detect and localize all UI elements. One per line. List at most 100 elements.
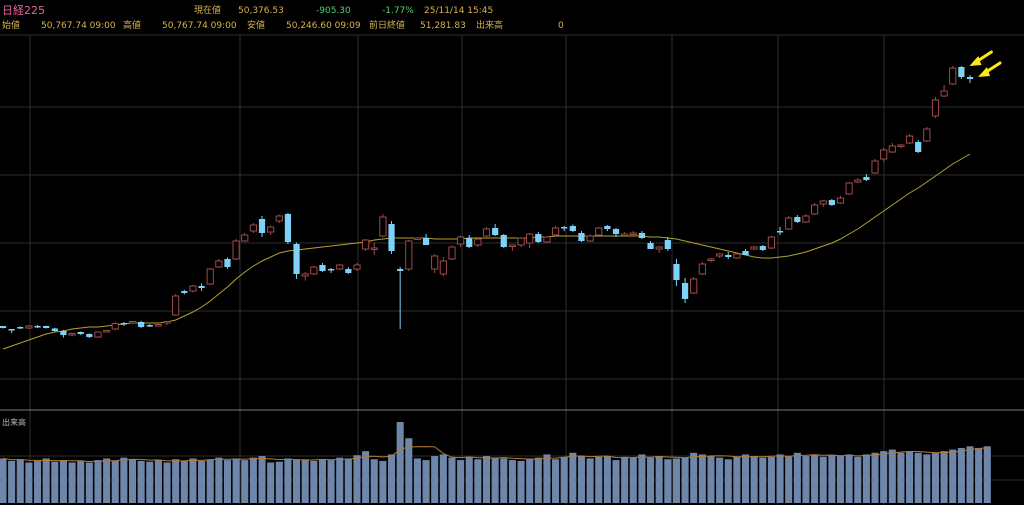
candle-body [940, 90, 948, 97]
volume-bar [500, 458, 508, 503]
candle-body [111, 322, 119, 330]
candle-body [0, 326, 7, 328]
candle [535, 232, 542, 243]
candle [25, 325, 33, 329]
volume-bar [206, 459, 214, 503]
timestamp: 25/11/14 15:45 [424, 6, 494, 16]
volume-bar [508, 460, 516, 503]
candle [163, 321, 171, 325]
volume-bar [172, 459, 180, 503]
candle-body [466, 238, 473, 247]
candle-body [353, 264, 361, 270]
candle-body [664, 240, 671, 249]
volume-bar [146, 461, 154, 503]
candle-body [854, 179, 862, 183]
candle [258, 216, 266, 237]
volume-bar [482, 456, 491, 503]
candle [319, 263, 326, 272]
volume-bar [975, 447, 983, 503]
volume-bar [301, 459, 309, 503]
candle-body [25, 325, 33, 329]
volume-bar [698, 454, 706, 503]
candle-body [526, 233, 534, 244]
volume-bar [465, 456, 473, 503]
candle-body [413, 237, 422, 240]
candle [94, 331, 102, 338]
volume-bar [681, 457, 689, 503]
volume-bar [845, 454, 853, 503]
volume-bar [716, 457, 724, 503]
candle-body [880, 149, 888, 160]
candle [198, 283, 205, 291]
candle [836, 196, 845, 204]
volume-bar [284, 458, 292, 503]
candle-body [293, 244, 300, 274]
candle [828, 199, 835, 206]
candle [810, 203, 819, 215]
volume-bar [811, 454, 819, 503]
candle-body [923, 128, 931, 142]
candle-body [794, 217, 801, 222]
volume-bar [577, 456, 586, 503]
candle-body [267, 226, 275, 233]
candle [905, 134, 914, 144]
candle [397, 267, 404, 329]
candle [776, 227, 784, 235]
candle-body [897, 144, 905, 147]
candle-body [819, 200, 827, 205]
high-value: 50,767.74 09:00 [162, 21, 237, 31]
candle-body [655, 246, 663, 250]
candle-body [8, 329, 15, 331]
candle-body [405, 240, 413, 270]
candle [154, 324, 163, 327]
candle [466, 235, 473, 248]
volume-bar [621, 456, 629, 503]
volume-bar [249, 457, 257, 503]
candle-body [206, 268, 214, 285]
candle-body [258, 219, 266, 233]
candle-body [500, 235, 507, 247]
candle [327, 268, 335, 273]
candle-body [345, 269, 352, 273]
candle-body [863, 177, 870, 180]
candle [456, 235, 465, 247]
candle [543, 236, 551, 243]
candle [551, 226, 560, 236]
candle-body [802, 215, 810, 223]
arrow-head [969, 56, 982, 66]
candle [958, 66, 965, 79]
candle-body [673, 264, 680, 280]
volume-bar [111, 460, 119, 503]
candle [138, 320, 145, 328]
candle-body [448, 246, 456, 260]
candle [422, 234, 430, 245]
candle-body [845, 182, 853, 195]
candle [111, 322, 119, 330]
prev-close-label: 前日終値 [369, 21, 406, 31]
candle-body [949, 67, 957, 85]
candle-body [578, 233, 585, 241]
candle-body [198, 286, 205, 288]
volume-bar [880, 451, 888, 503]
candle [508, 244, 517, 251]
volume-bar [543, 454, 551, 503]
volume-bar [439, 454, 447, 503]
volume-bar [552, 459, 560, 503]
candle [794, 215, 801, 223]
candle [267, 225, 275, 235]
candle [189, 285, 197, 293]
moving-average-line [2, 153, 971, 350]
prev-close-value: 51,281.83 [420, 21, 466, 31]
candle-body [690, 278, 698, 294]
volume-bar [77, 460, 85, 503]
candle-body [612, 229, 620, 234]
volume-bar [51, 461, 59, 503]
candle-body [241, 234, 249, 242]
volume-bar [422, 460, 430, 503]
volume-bar [310, 460, 318, 503]
candle-body [482, 228, 491, 237]
volume-panel-label: 出来高 [2, 418, 26, 427]
volume-bar [931, 452, 940, 503]
candle-body [94, 331, 102, 338]
